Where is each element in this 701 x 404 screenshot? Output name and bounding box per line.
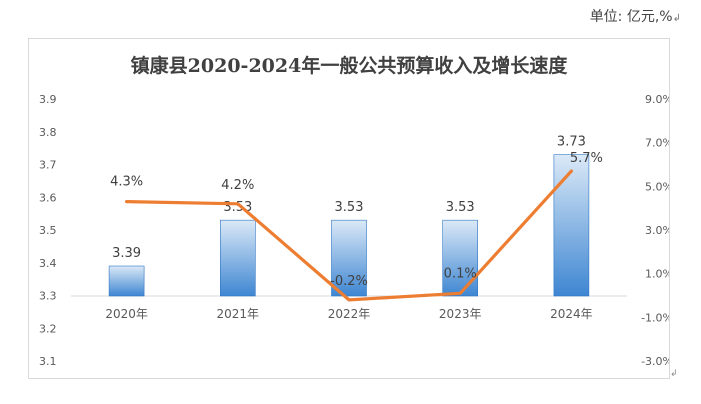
y-right-tick-label: 1.0% <box>645 268 669 281</box>
bar <box>331 219 367 297</box>
y-left-tick-label: 3.5 <box>39 224 57 237</box>
y-right-tick-label: 3.0% <box>645 224 669 237</box>
y-right-tick-label: -1.0% <box>641 311 669 324</box>
line-value-label: 0.1% <box>444 266 477 281</box>
x-tick-label: 2023年 <box>439 307 482 321</box>
y-right-tick-label: 5.0% <box>645 180 669 193</box>
y-right-tick-label: 9.0% <box>645 93 669 106</box>
y-left-tick-label: 3.6 <box>39 191 57 204</box>
line-value-label: 4.3% <box>110 175 143 190</box>
y-left-tick-label: 3.8 <box>39 126 57 139</box>
bar <box>220 219 256 297</box>
y-left-tick-label: 3.9 <box>39 93 57 106</box>
bar-value-label: 3.53 <box>335 200 364 215</box>
y-right-tick-label: -3.0% <box>641 355 669 368</box>
paragraph-mark: ↲ <box>672 13 681 24</box>
y-left-tick-label: 3.7 <box>39 159 57 172</box>
chart-frame: 镇康县2020-2024年一般公共预算收入及增长速度 3.1 3.2 3.3 3.4 3… <box>28 38 670 379</box>
x-tick-label: 2021年 <box>217 307 260 321</box>
y-left-tick-label: 3.2 <box>39 322 57 335</box>
bar-value-label: 3.73 <box>557 135 586 150</box>
unit-note: 单位: 亿元,%↲ <box>590 6 681 26</box>
chart-plot: 3.1 3.2 3.3 3.4 3.5 3.6 3.7 3.8 3.9 -3.0% -1.0% 1.0… <box>39 93 669 368</box>
growth-line <box>124 169 574 302</box>
bar-value-label: 3.39 <box>112 246 141 261</box>
unit-note-text: 单位: 亿元,% <box>589 9 673 25</box>
chart-title: 镇康县2020-2024年一般公共预算收入及增长速度 <box>130 55 568 77</box>
bar <box>442 219 479 297</box>
x-tick-label: 2024年 <box>550 307 593 321</box>
line-value-label: 4.2% <box>221 178 254 193</box>
y-right-tick-label: 7.0% <box>645 137 669 150</box>
bar <box>108 265 145 297</box>
bar-value-label: 3.53 <box>446 200 475 215</box>
y-left-tick-label: 3.1 <box>39 355 57 368</box>
paragraph-mark-end: ↲ <box>670 369 678 379</box>
line-value-label: -0.2% <box>330 274 368 289</box>
y-left-tick-label: 3.3 <box>39 290 57 303</box>
x-tick-label: 2020年 <box>105 307 148 321</box>
line-value-label: 5.7% <box>570 151 603 166</box>
bar <box>553 154 590 297</box>
x-tick-label: 2022年 <box>328 307 371 321</box>
y-left-tick-label: 3.4 <box>39 257 57 270</box>
